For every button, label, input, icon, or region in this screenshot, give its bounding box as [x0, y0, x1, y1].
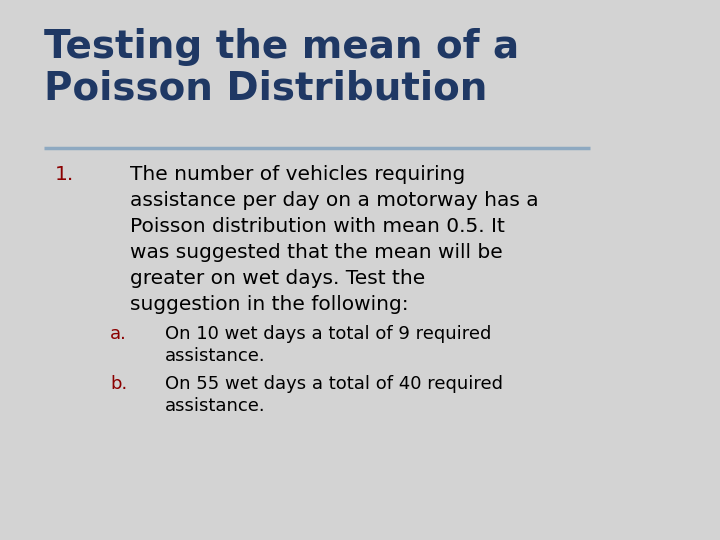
Text: On 10 wet days a total of 9 required: On 10 wet days a total of 9 required — [165, 325, 491, 343]
Text: On 55 wet days a total of 40 required: On 55 wet days a total of 40 required — [165, 375, 503, 393]
Text: 1.: 1. — [55, 165, 74, 184]
Text: greater on wet days. Test the: greater on wet days. Test the — [130, 269, 426, 288]
Text: Testing the mean of a: Testing the mean of a — [44, 28, 519, 66]
Text: a.: a. — [110, 325, 127, 343]
Text: assistance per day on a motorway has a: assistance per day on a motorway has a — [130, 191, 539, 210]
Text: The number of vehicles requiring: The number of vehicles requiring — [130, 165, 465, 184]
Text: Poisson Distribution: Poisson Distribution — [44, 70, 487, 108]
Text: assistance.: assistance. — [165, 347, 266, 365]
Text: suggestion in the following:: suggestion in the following: — [130, 295, 409, 314]
Text: assistance.: assistance. — [165, 397, 266, 415]
Text: was suggested that the mean will be: was suggested that the mean will be — [130, 243, 503, 262]
Text: b.: b. — [110, 375, 127, 393]
Text: Poisson distribution with mean 0.5. It: Poisson distribution with mean 0.5. It — [130, 217, 505, 236]
